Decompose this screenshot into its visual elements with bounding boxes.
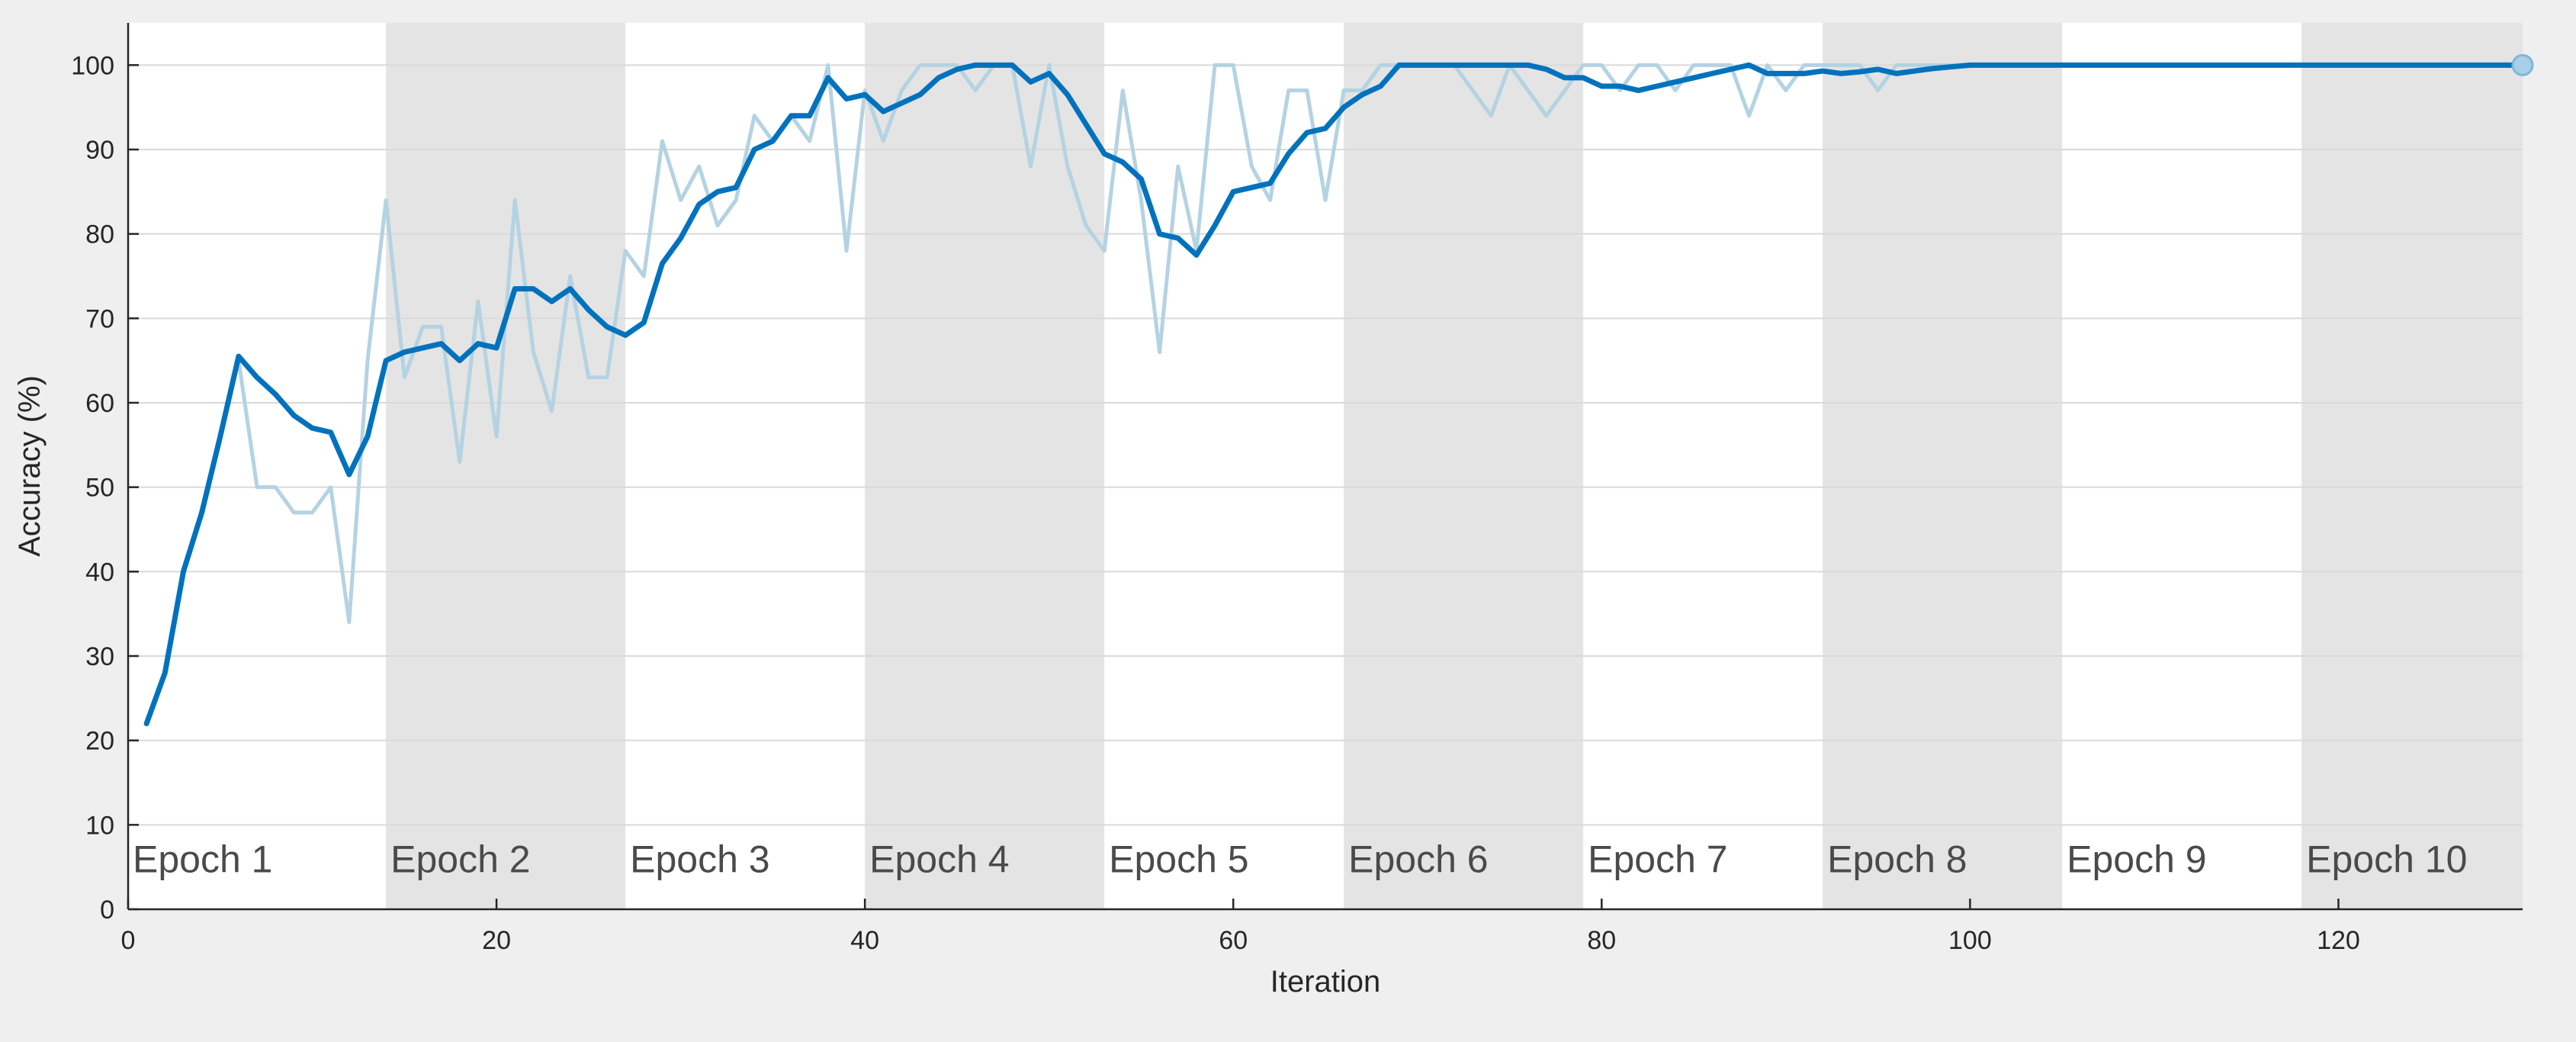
- x-tick-label-60: 60: [1219, 926, 1248, 955]
- x-tick-label-20: 20: [482, 926, 511, 955]
- final-point-marker: [2511, 53, 2534, 76]
- smoothed-accuracy-line: [143, 62, 2526, 727]
- epoch-band-4: [865, 23, 1105, 909]
- epoch-band-2: [386, 23, 626, 909]
- y-axis-label: Accuracy (%): [13, 375, 47, 557]
- epoch-label-9: Epoch 9: [2067, 838, 2206, 880]
- epoch-bands: [386, 23, 2523, 909]
- x-tick-label-100: 100: [1948, 926, 1992, 955]
- x-axis-label: Iteration: [1270, 965, 1381, 999]
- epoch-label-8: Epoch 8: [1827, 838, 1967, 880]
- epoch-label-3: Epoch 3: [630, 838, 769, 880]
- y-tick-label-90: 90: [85, 136, 114, 165]
- epoch-label-1: Epoch 1: [133, 838, 272, 880]
- y-tick-label-50: 50: [85, 474, 114, 503]
- axes-layer: [127, 23, 2523, 911]
- x-tick-label-120: 120: [2317, 926, 2360, 955]
- epoch-band-8: [1823, 23, 2063, 909]
- epoch-label-4: Epoch 4: [869, 838, 1009, 880]
- epoch-band-6: [1344, 23, 1584, 909]
- y-tick-label-20: 20: [85, 727, 114, 756]
- y-tick-label-40: 40: [85, 558, 114, 587]
- y-tick-label-10: 10: [85, 811, 114, 840]
- y-tick-label-0: 0: [100, 896, 114, 925]
- x-tick-label-40: 40: [850, 926, 879, 955]
- x-tick-label-0: 0: [121, 926, 136, 955]
- y-tick-label-60: 60: [85, 389, 114, 418]
- epoch-labels: Epoch 1 Epoch 2 Epoch 3 Epoch 4 Epoch 5 Epoch…: [133, 838, 2467, 880]
- y-tick-label-80: 80: [85, 220, 114, 249]
- raw-accuracy-line: [144, 63, 2525, 726]
- y-axis-ticks: 0 10 20 30 40 50 60 70 80 90 100: [71, 51, 139, 925]
- y-tick-label-30: 30: [85, 642, 114, 671]
- epoch-label-2: Epoch 2: [390, 838, 530, 880]
- x-tick-label-80: 80: [1587, 926, 1616, 955]
- epoch-label-7: Epoch 7: [1588, 838, 1727, 880]
- y-tick-label-70: 70: [85, 304, 114, 333]
- epoch-label-6: Epoch 6: [1348, 838, 1488, 880]
- epoch-label-5: Epoch 5: [1109, 838, 1248, 880]
- x-axis-ticks: 0 20 40 60 80 100 120: [121, 899, 2360, 955]
- series-layer: [143, 53, 2534, 727]
- epoch-band-10: [2301, 23, 2523, 909]
- y-tick-label-100: 100: [71, 51, 114, 80]
- epoch-label-10: Epoch 10: [2306, 838, 2467, 880]
